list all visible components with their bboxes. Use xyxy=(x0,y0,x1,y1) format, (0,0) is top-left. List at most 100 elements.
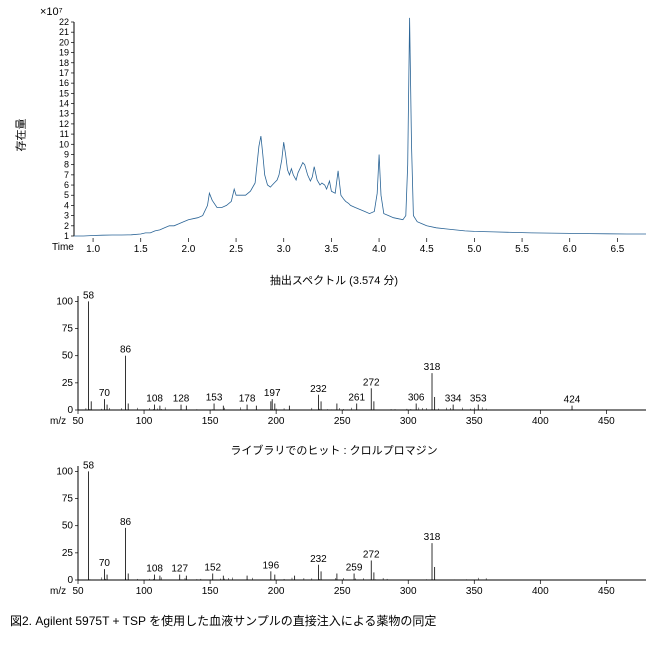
svg-text:100: 100 xyxy=(136,416,153,427)
svg-text:350: 350 xyxy=(466,586,483,597)
svg-text:4.5: 4.5 xyxy=(420,244,434,255)
ms1-panel: 抽出スペクトル (3.574 分) 0 25 50 75 100 m/z 50 100 150 2… xyxy=(10,272,658,430)
ms1-svg: 0 25 50 75 100 m/z 50 100 150 200 250 300 350 400 450 5… xyxy=(50,290,650,430)
svg-text:6: 6 xyxy=(64,180,69,190)
svg-text:1.5: 1.5 xyxy=(134,244,148,255)
svg-text:15: 15 xyxy=(59,88,69,98)
svg-text:100: 100 xyxy=(56,466,73,477)
svg-text:108: 108 xyxy=(146,564,163,575)
svg-text:128: 128 xyxy=(173,394,190,405)
svg-text:70: 70 xyxy=(99,388,111,399)
svg-text:300: 300 xyxy=(400,416,417,427)
chromatogram-panel: ×10⁷ 存在量 1234567891011121314151617181920… xyxy=(10,10,658,260)
svg-text:70: 70 xyxy=(99,558,111,569)
svg-text:232: 232 xyxy=(310,554,327,565)
svg-text:334: 334 xyxy=(445,394,462,405)
svg-text:306: 306 xyxy=(408,392,425,403)
svg-text:424: 424 xyxy=(564,395,581,406)
svg-text:11: 11 xyxy=(60,129,69,139)
svg-text:8: 8 xyxy=(64,160,69,170)
svg-text:150: 150 xyxy=(202,586,219,597)
svg-text:58: 58 xyxy=(83,460,95,471)
svg-text:14: 14 xyxy=(59,99,69,109)
svg-text:259: 259 xyxy=(346,562,363,573)
svg-text:1: 1 xyxy=(64,231,69,241)
svg-text:19: 19 xyxy=(59,48,69,58)
svg-text:318: 318 xyxy=(424,532,441,543)
svg-text:13: 13 xyxy=(59,109,69,119)
svg-text:0: 0 xyxy=(67,575,73,586)
svg-text:18: 18 xyxy=(59,58,69,68)
svg-text:6.0: 6.0 xyxy=(563,244,577,255)
svg-text:75: 75 xyxy=(62,324,74,335)
svg-text:25: 25 xyxy=(62,548,74,559)
svg-text:200: 200 xyxy=(268,416,285,427)
svg-text:200: 200 xyxy=(268,586,285,597)
ms2-svg: 0255075100m/z501001502002503003504004505… xyxy=(50,460,650,600)
svg-text:50: 50 xyxy=(62,351,74,362)
svg-text:100: 100 xyxy=(136,586,153,597)
svg-text:2.0: 2.0 xyxy=(181,244,195,255)
svg-text:1.0: 1.0 xyxy=(86,244,100,255)
svg-text:3: 3 xyxy=(64,211,69,221)
svg-text:m/z: m/z xyxy=(50,416,66,427)
svg-text:22: 22 xyxy=(59,17,69,27)
svg-text:4.0: 4.0 xyxy=(372,244,386,255)
chromatogram-svg: 12345678910111213141516171819202122Time1… xyxy=(50,10,650,260)
svg-text:400: 400 xyxy=(532,586,549,597)
svg-text:350: 350 xyxy=(466,416,483,427)
svg-text:150: 150 xyxy=(202,416,219,427)
svg-text:450: 450 xyxy=(598,416,615,427)
ms2-title: ライブラリでのヒット : クロルプロマジン xyxy=(10,442,658,458)
svg-text:0: 0 xyxy=(67,405,73,416)
svg-text:127: 127 xyxy=(171,564,188,575)
svg-text:353: 353 xyxy=(470,394,487,405)
svg-text:100: 100 xyxy=(56,296,73,307)
svg-text:50: 50 xyxy=(62,521,74,532)
svg-text:21: 21 xyxy=(59,27,69,37)
svg-text:196: 196 xyxy=(263,560,280,571)
svg-text:50: 50 xyxy=(72,416,84,427)
svg-text:400: 400 xyxy=(532,416,549,427)
svg-text:75: 75 xyxy=(62,494,74,505)
svg-text:58: 58 xyxy=(83,290,95,301)
svg-text:318: 318 xyxy=(424,362,441,373)
svg-text:261: 261 xyxy=(348,392,365,403)
svg-text:Time: Time xyxy=(52,242,74,253)
svg-text:2.5: 2.5 xyxy=(229,244,243,255)
svg-text:5.5: 5.5 xyxy=(515,244,529,255)
svg-text:4: 4 xyxy=(64,200,69,210)
svg-text:10: 10 xyxy=(59,139,69,149)
svg-text:86: 86 xyxy=(120,345,132,356)
svg-text:250: 250 xyxy=(334,586,351,597)
svg-text:50: 50 xyxy=(72,586,84,597)
svg-text:152: 152 xyxy=(204,562,221,573)
svg-text:2: 2 xyxy=(64,221,69,231)
svg-text:3.0: 3.0 xyxy=(277,244,291,255)
svg-text:272: 272 xyxy=(363,549,380,560)
svg-text:86: 86 xyxy=(120,517,132,528)
svg-text:7: 7 xyxy=(64,170,69,180)
figure-caption: 図2. Agilent 5975T + TSP を使用した血液サンプルの直接注入… xyxy=(10,612,658,629)
svg-text:250: 250 xyxy=(334,416,351,427)
svg-text:178: 178 xyxy=(239,394,256,405)
svg-text:6.5: 6.5 xyxy=(610,244,624,255)
svg-text:20: 20 xyxy=(59,37,69,47)
svg-text:108: 108 xyxy=(146,394,163,405)
svg-text:5: 5 xyxy=(64,190,69,200)
svg-text:5.0: 5.0 xyxy=(467,244,481,255)
ms1-title: 抽出スペクトル (3.574 分) xyxy=(10,272,658,288)
svg-text:272: 272 xyxy=(363,377,380,388)
svg-text:232: 232 xyxy=(310,384,327,395)
svg-text:9: 9 xyxy=(64,149,69,159)
svg-text:197: 197 xyxy=(264,388,281,399)
svg-text:17: 17 xyxy=(59,68,69,78)
svg-text:3.5: 3.5 xyxy=(324,244,338,255)
svg-text:25: 25 xyxy=(62,378,74,389)
y-axis-title: 存在量 xyxy=(13,119,29,152)
ms2-panel: ライブラリでのヒット : クロルプロマジン 0 25 50 75 100 m/z 50 100… xyxy=(10,442,658,600)
svg-text:153: 153 xyxy=(206,392,223,403)
svg-text:12: 12 xyxy=(59,119,69,129)
svg-text:m/z: m/z xyxy=(50,586,66,597)
svg-text:16: 16 xyxy=(59,78,69,88)
